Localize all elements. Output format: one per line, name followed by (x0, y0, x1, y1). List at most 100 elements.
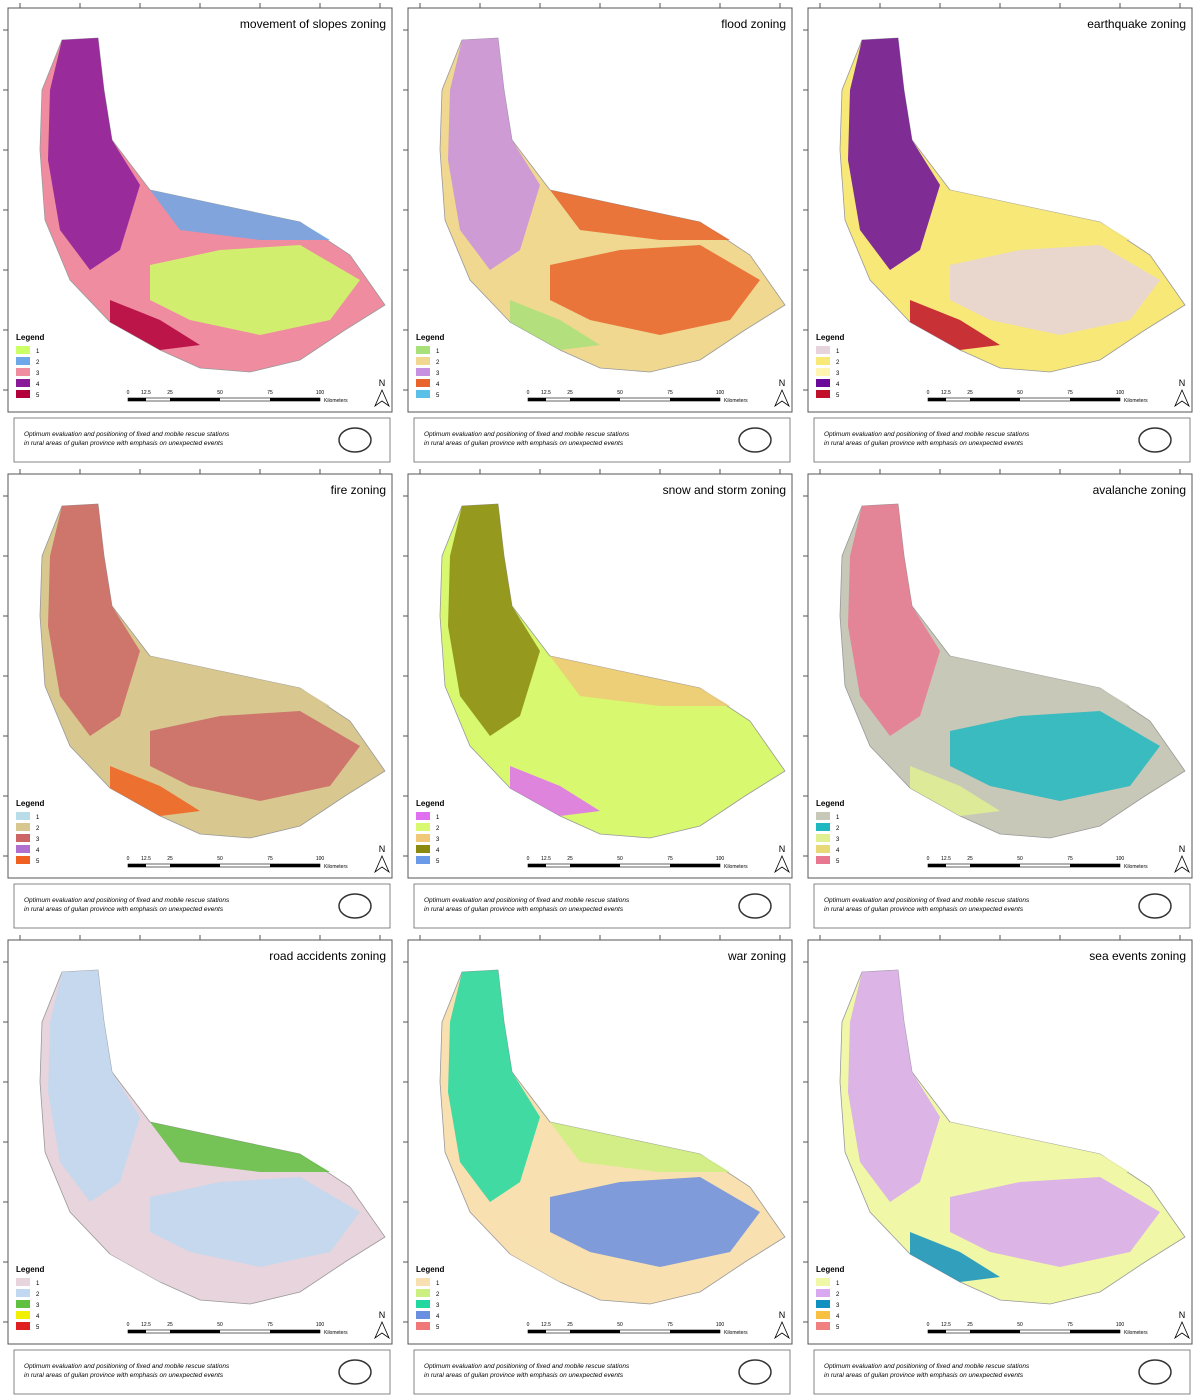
legend-swatch (416, 1311, 430, 1319)
scale-bar-segment (528, 398, 546, 401)
map-title: earthquake zoning (1087, 17, 1186, 31)
scale-bar-segment (1070, 864, 1120, 867)
scale-label: 75 (1067, 856, 1073, 862)
logo (339, 428, 371, 452)
scale-label: 100 (1116, 856, 1125, 862)
legend-swatch (16, 346, 30, 354)
caption-line: Optimum evaluation and positioning of fi… (424, 1363, 630, 1370)
scale-bar-segment (528, 864, 546, 867)
scale-label: 75 (667, 1322, 673, 1328)
legend-swatch (416, 856, 430, 864)
scale-label: 75 (667, 390, 673, 396)
logo (739, 1360, 771, 1384)
scale-bar-segment (928, 398, 946, 401)
legend-swatch (416, 1300, 430, 1308)
logo (339, 1360, 371, 1384)
legend-swatch (416, 368, 430, 376)
scale-bar-segment (970, 398, 1020, 401)
scale-label: 25 (567, 856, 573, 862)
scale-label: 12.5 (141, 1322, 151, 1328)
legend-swatch (416, 390, 430, 398)
scale-label: 100 (316, 856, 325, 862)
scale-label: 25 (967, 390, 973, 396)
legend-swatch (16, 357, 30, 365)
north-label: N (779, 1310, 786, 1320)
scale-label: 25 (967, 1322, 973, 1328)
scale-label: 0 (927, 856, 930, 862)
legend-title: Legend (16, 799, 45, 808)
scale-label: 0 (927, 390, 930, 396)
legend-swatch (16, 845, 30, 853)
legend-swatch (416, 1278, 430, 1286)
legend-swatch (816, 856, 830, 864)
scale-label: 25 (567, 390, 573, 396)
map-panel: war zoningLegend12345012.5255075100Kilom… (400, 932, 800, 1398)
north-label: N (779, 378, 786, 388)
scale-bar-segment (670, 1330, 720, 1333)
scale-label: 25 (167, 1322, 173, 1328)
scale-label: 12.5 (141, 390, 151, 396)
caption-line: in rural areas of guilan province with e… (824, 1372, 1024, 1379)
logo (1139, 428, 1171, 452)
legend-swatch (416, 834, 430, 842)
scale-bar-segment (928, 1330, 946, 1333)
scale-label: 12.5 (941, 390, 951, 396)
caption-line: in rural areas of guilan province with e… (24, 440, 224, 447)
scale-label: 50 (617, 390, 623, 396)
logo (1139, 894, 1171, 918)
caption-line: in rural areas of guilan province with e… (424, 440, 624, 447)
scale-unit: Kilometers (1124, 1330, 1148, 1336)
scale-unit: Kilometers (324, 864, 348, 870)
map-title: war zoning (727, 949, 786, 963)
caption-line: Optimum evaluation and positioning of fi… (424, 897, 630, 904)
north-label: N (1179, 844, 1186, 854)
north-label: N (379, 378, 386, 388)
scale-bar-segment (1070, 398, 1120, 401)
scale-bar-segment (170, 398, 220, 401)
scale-bar-segment (570, 398, 620, 401)
caption-line: Optimum evaluation and positioning of fi… (24, 431, 230, 438)
scale-bar-segment (128, 864, 146, 867)
north-label: N (779, 844, 786, 854)
scale-label: 75 (267, 1322, 273, 1328)
legend-title: Legend (416, 1265, 445, 1274)
scale-label: 100 (316, 1322, 325, 1328)
legend-swatch (16, 1300, 30, 1308)
scale-bar-segment (528, 1330, 546, 1333)
legend-swatch (16, 1322, 30, 1330)
caption-line: Optimum evaluation and positioning of fi… (24, 1363, 230, 1370)
caption-line: in rural areas of guilan province with e… (424, 906, 624, 913)
caption-line: Optimum evaluation and positioning of fi… (24, 897, 230, 904)
legend-swatch (16, 856, 30, 864)
legend-swatch (816, 357, 830, 365)
legend-swatch (16, 1278, 30, 1286)
legend-title: Legend (16, 1265, 45, 1274)
scale-label: 75 (667, 856, 673, 862)
scale-bar-segment (570, 864, 620, 867)
map-title: road accidents zoning (269, 949, 386, 963)
scale-unit: Kilometers (1124, 398, 1148, 404)
scale-label: 50 (217, 390, 223, 396)
legend-swatch (416, 357, 430, 365)
scale-label: 12.5 (541, 1322, 551, 1328)
scale-label: 0 (127, 1322, 130, 1328)
legend-swatch (416, 346, 430, 354)
north-label: N (1179, 378, 1186, 388)
scale-bar-segment (570, 1330, 620, 1333)
logo (339, 894, 371, 918)
legend-swatch (416, 1289, 430, 1297)
legend-swatch (416, 845, 430, 853)
scale-bar-segment (670, 398, 720, 401)
scale-label: 100 (316, 390, 325, 396)
scale-label: 12.5 (541, 856, 551, 862)
legend-swatch (816, 1311, 830, 1319)
caption-line: Optimum evaluation and positioning of fi… (824, 1363, 1030, 1370)
scale-label: 0 (127, 856, 130, 862)
scale-label: 25 (167, 390, 173, 396)
scale-bar-segment (670, 864, 720, 867)
scale-bar-segment (128, 1330, 146, 1333)
caption-line: Optimum evaluation and positioning of fi… (824, 431, 1030, 438)
map-grid: movement of slopes zoningLegend12345012.… (0, 0, 1200, 1399)
